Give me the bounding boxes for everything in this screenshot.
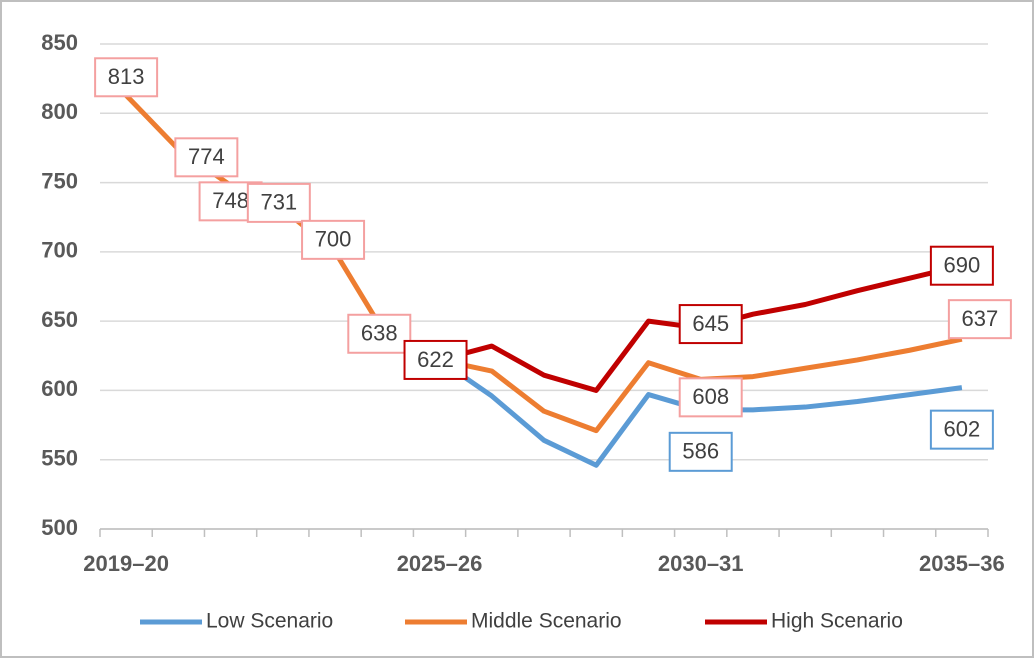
label-box [403, 339, 468, 380]
data-label: 622 [417, 347, 454, 372]
label-box [678, 377, 743, 418]
data-label: 608 [692, 384, 729, 409]
y-tick-label: 800 [41, 99, 78, 124]
label-box [246, 182, 311, 223]
x-tick-label: 2030–31 [658, 551, 744, 576]
label-box [174, 137, 239, 178]
y-tick-label: 650 [41, 307, 78, 332]
y-tick-label: 500 [41, 515, 78, 540]
data-label: 645 [692, 311, 729, 336]
legend-label: High Scenario [771, 610, 903, 633]
y-tick-label: 700 [41, 238, 78, 263]
y-tick-label: 550 [41, 446, 78, 471]
data-label: 637 [962, 306, 999, 331]
data-label: 586 [682, 439, 719, 464]
data-label: 638 [361, 321, 398, 346]
label-box [929, 409, 994, 450]
label-box [94, 57, 159, 98]
legend-label: Low Scenario [206, 610, 333, 633]
x-tick-label: 2035–36 [919, 551, 1005, 576]
label-box [678, 304, 743, 345]
label-box [668, 431, 733, 472]
data-label: 813 [108, 64, 145, 89]
y-tick-label: 600 [41, 376, 78, 401]
data-label: 731 [260, 190, 297, 215]
data-label: 774 [188, 144, 225, 169]
legend-label: Middle Scenario [471, 610, 622, 633]
data-label: 748 [212, 188, 249, 213]
x-tick-label: 2019–20 [83, 551, 169, 576]
label-box [929, 245, 994, 286]
label-box [301, 219, 366, 260]
y-tick-label: 850 [41, 30, 78, 55]
data-label: 602 [944, 416, 981, 441]
x-tick-label: 2025–26 [397, 551, 483, 576]
data-label: 690 [944, 253, 981, 278]
data-label: 700 [315, 227, 352, 252]
label-box [947, 299, 1012, 340]
y-tick-label: 750 [41, 168, 78, 193]
label-box [347, 313, 412, 354]
